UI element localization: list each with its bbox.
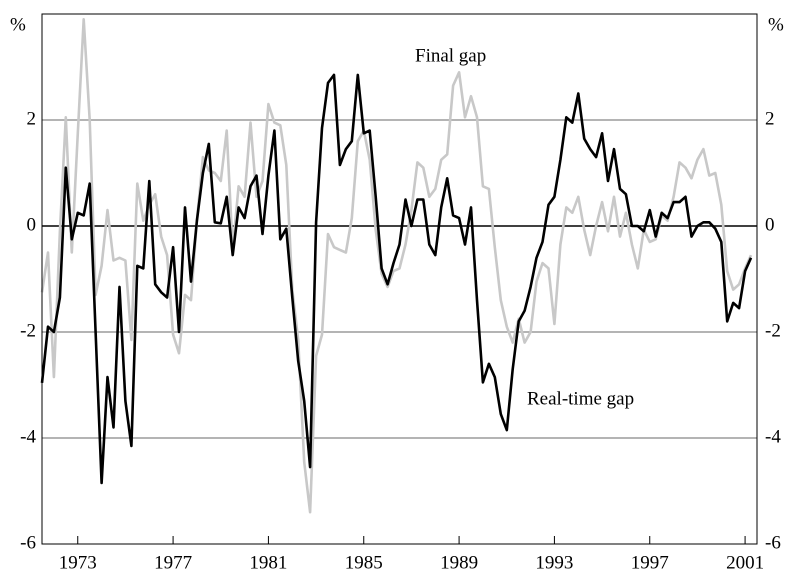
series-line [40, 73, 753, 485]
x-tick-label: 1993 [535, 552, 573, 573]
x-tick-label: 1981 [249, 552, 287, 573]
y-tick-label-right: 0 [765, 214, 775, 235]
y-unit-left: % [10, 14, 26, 35]
x-tick-label: 1989 [440, 552, 478, 573]
x-tick-label: 2001 [726, 552, 764, 573]
y-tick-label-right: -4 [765, 426, 781, 447]
y-tick-label: 0 [27, 214, 37, 235]
y-tick-label-right: -6 [765, 532, 781, 553]
y-tick-label: -6 [20, 532, 36, 553]
y-tick-label-right: 2 [765, 108, 775, 129]
x-tick-label: 1997 [631, 552, 669, 573]
series-line [40, 18, 753, 514]
annotation: Final gap [415, 45, 486, 66]
x-tick-label: 1973 [59, 552, 97, 573]
annotation: Real-time gap [527, 388, 634, 409]
x-tick-label: 1977 [154, 552, 192, 573]
y-tick-label: 2 [27, 108, 37, 129]
x-tick-label: 1985 [345, 552, 383, 573]
y-tick-label-right: -2 [765, 320, 781, 341]
y-unit-right: % [768, 14, 784, 35]
y-tick-label: -4 [20, 426, 36, 447]
plot-frame [41, 13, 758, 545]
y-tick-label: -2 [20, 320, 36, 341]
